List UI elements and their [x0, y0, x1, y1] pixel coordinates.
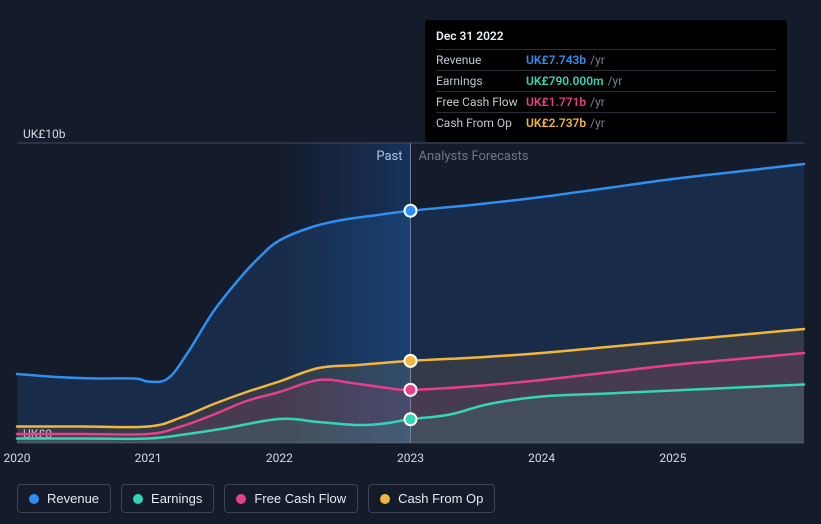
- marker-free_cash_flow: [405, 384, 417, 396]
- legend-dot-icon: [236, 494, 246, 504]
- legend-item-label: Revenue: [47, 491, 99, 506]
- x-tick-label: 2020: [4, 451, 31, 465]
- legend-dot-icon: [380, 494, 390, 504]
- legend-item[interactable]: Cash From Op: [368, 484, 495, 513]
- chart-root: Dec 31 2022RevenueUK£7.743b/yrEarningsUK…: [0, 0, 821, 524]
- chart-legend: Revenue Earnings Free Cash Flow Cash From O…: [17, 484, 495, 513]
- legend-dot-icon: [29, 494, 39, 504]
- legend-item[interactable]: Earnings: [121, 484, 214, 513]
- x-tick-label: 2022: [266, 451, 293, 465]
- legend-item[interactable]: Revenue: [17, 484, 111, 513]
- x-tick-label: 2021: [135, 451, 162, 465]
- x-tick-label: 2023: [397, 451, 424, 465]
- legend-dot-icon: [133, 494, 143, 504]
- legend-item-label: Free Cash Flow: [254, 491, 346, 506]
- legend-item-label: Cash From Op: [398, 491, 483, 506]
- x-tick-label: 2024: [528, 451, 555, 465]
- legend-item-label: Earnings: [151, 491, 202, 506]
- marker-earnings: [405, 413, 417, 425]
- x-tick-label: 2025: [659, 451, 686, 465]
- marker-cash_from_op: [405, 355, 417, 367]
- marker-revenue: [405, 205, 417, 217]
- legend-item[interactable]: Free Cash Flow: [224, 484, 358, 513]
